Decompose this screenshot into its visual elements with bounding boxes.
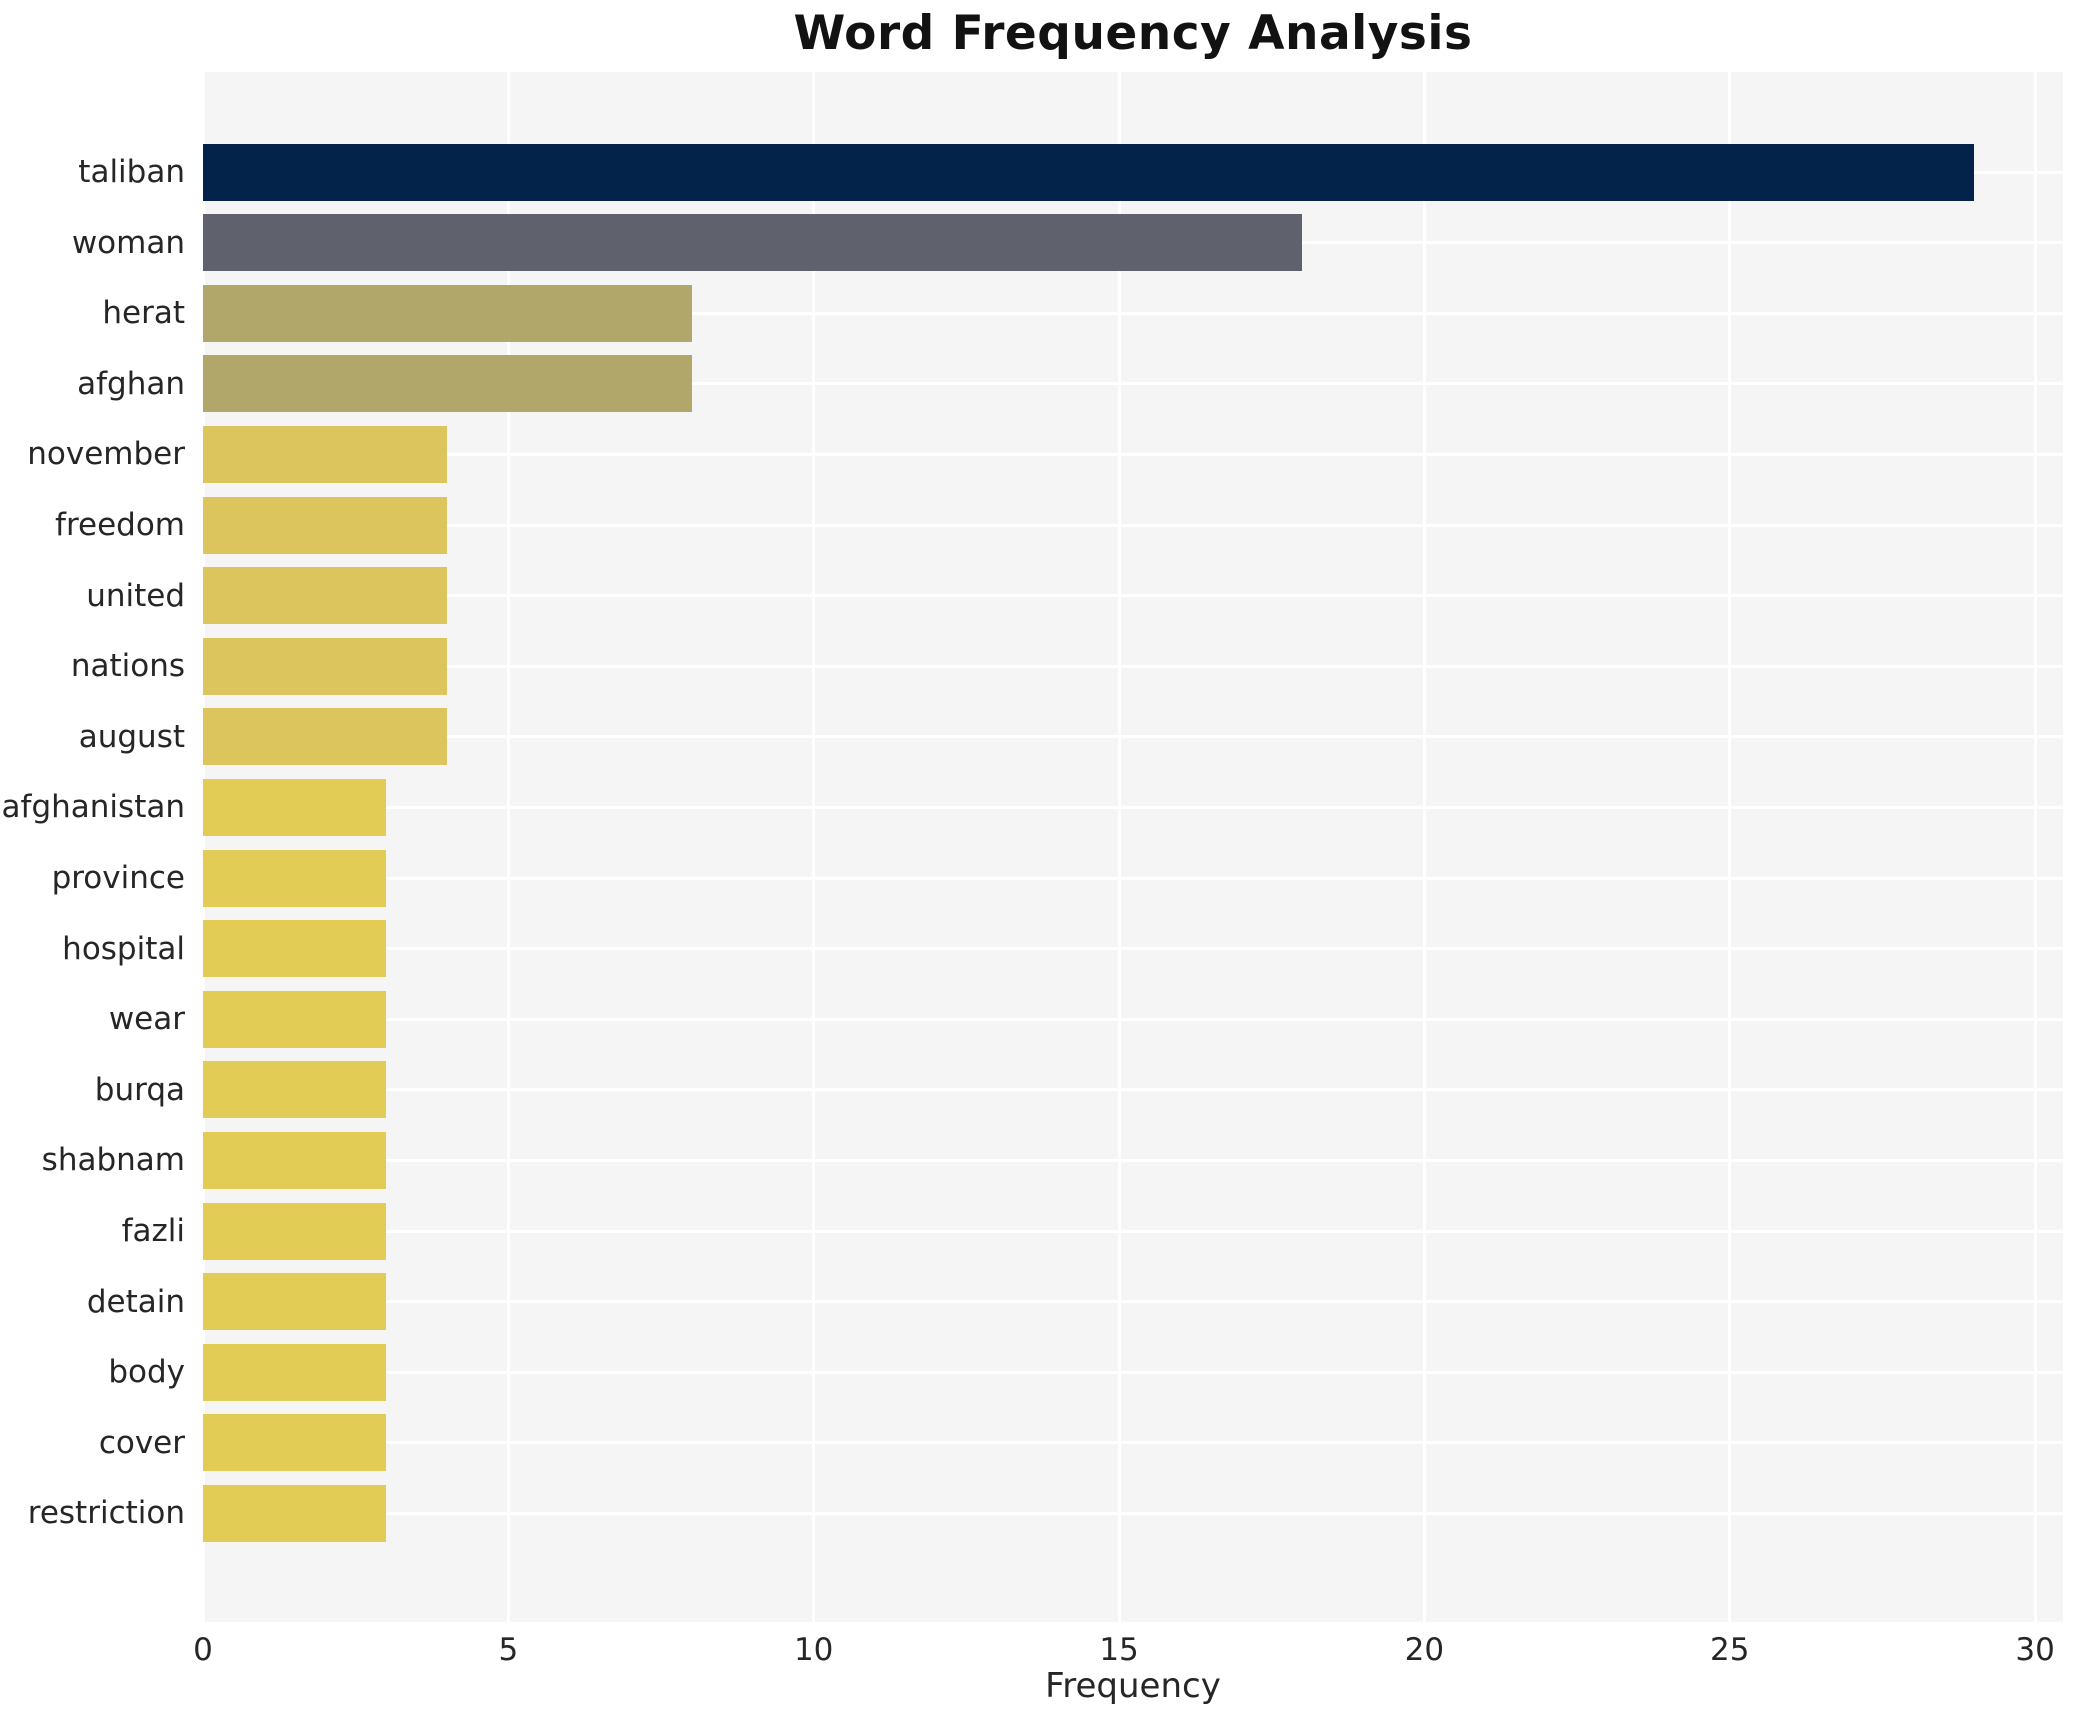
- x-tick-label-10: 10: [793, 1632, 834, 1668]
- category-label-afghanistan: afghanistan: [1, 789, 185, 826]
- category-label-fazli: fazli: [121, 1213, 185, 1249]
- x-tick-label-30: 30: [2015, 1632, 2055, 1668]
- bar-november: [203, 425, 448, 483]
- bar-woman: [203, 214, 1303, 272]
- category-label-taliban: taliban: [78, 154, 185, 190]
- vertical-gridline: [201, 72, 205, 1622]
- bar-hospital: [203, 920, 387, 978]
- bar-afghanistan: [203, 778, 387, 836]
- vertical-gridline: [1728, 72, 1732, 1622]
- bar-herat: [203, 284, 692, 342]
- category-label-burqa: burqa: [94, 1071, 185, 1108]
- horizontal-gridline: [203, 1229, 2063, 1233]
- bar-united: [203, 567, 448, 625]
- x-axis-label: Frequency: [1045, 1666, 1221, 1706]
- category-label-restriction: restriction: [27, 1495, 185, 1532]
- vertical-gridline: [2033, 72, 2037, 1622]
- bar-fazli: [203, 1202, 387, 1260]
- chart-title: Word Frequency Analysis: [793, 6, 1473, 61]
- bar-shabnam: [203, 1131, 387, 1189]
- x-tick-label-25: 25: [1710, 1632, 1750, 1668]
- bar-restriction: [203, 1484, 387, 1542]
- x-tick-label-0: 0: [193, 1632, 213, 1668]
- bar-province: [203, 849, 387, 907]
- horizontal-gridline: [203, 523, 2063, 527]
- horizontal-gridline: [203, 876, 2063, 880]
- horizontal-gridline: [203, 664, 2063, 668]
- x-tick-label-5: 5: [498, 1632, 519, 1668]
- horizontal-gridline: [203, 1370, 2063, 1374]
- category-label-cover: cover: [98, 1424, 185, 1461]
- bar-afghan: [203, 355, 692, 413]
- vertical-gridline: [506, 72, 510, 1622]
- category-label-nations: nations: [70, 648, 185, 685]
- bar-august: [203, 708, 448, 766]
- horizontal-gridline: [203, 1017, 2063, 1021]
- horizontal-gridline: [203, 1088, 2063, 1092]
- category-label-province: province: [51, 860, 185, 896]
- category-label-november: november: [27, 436, 185, 473]
- horizontal-gridline: [203, 311, 2063, 315]
- category-label-wear: wear: [108, 1001, 185, 1038]
- category-label-detain: detain: [86, 1283, 185, 1320]
- horizontal-gridline: [203, 947, 2063, 951]
- bar-cover: [203, 1414, 387, 1472]
- bar-body: [203, 1343, 387, 1401]
- horizontal-gridline: [203, 805, 2063, 809]
- category-label-herat: herat: [102, 295, 185, 332]
- horizontal-gridline: [203, 735, 2063, 739]
- horizontal-gridline: [203, 1158, 2063, 1162]
- bar-nations: [203, 637, 448, 695]
- bar-freedom: [203, 496, 448, 554]
- bar-detain: [203, 1273, 387, 1331]
- bar-taliban: [203, 143, 1975, 201]
- bar-burqa: [203, 1061, 387, 1119]
- horizontal-gridline: [203, 382, 2063, 386]
- horizontal-gridline: [203, 1300, 2063, 1304]
- vertical-gridline: [1422, 72, 1426, 1622]
- category-label-freedom: freedom: [55, 507, 185, 543]
- category-label-united: united: [86, 577, 185, 614]
- vertical-gridline: [812, 72, 816, 1622]
- horizontal-gridline: [203, 1441, 2063, 1445]
- category-label-woman: woman: [71, 224, 185, 261]
- category-label-afghan: afghan: [77, 365, 185, 402]
- category-label-shabnam: shabnam: [41, 1142, 185, 1179]
- x-tick-label-20: 20: [1404, 1632, 1445, 1668]
- plot-area: [201, 72, 2063, 1622]
- horizontal-gridline: [203, 594, 2063, 598]
- category-label-hospital: hospital: [62, 930, 185, 967]
- category-label-august: august: [78, 718, 185, 755]
- vertical-gridline: [1117, 72, 1121, 1622]
- category-label-body: body: [108, 1354, 185, 1391]
- horizontal-gridline: [203, 452, 2063, 456]
- x-tick-label-15: 15: [1099, 1632, 1139, 1668]
- horizontal-gridline: [203, 1511, 2063, 1515]
- bar-wear: [203, 990, 387, 1048]
